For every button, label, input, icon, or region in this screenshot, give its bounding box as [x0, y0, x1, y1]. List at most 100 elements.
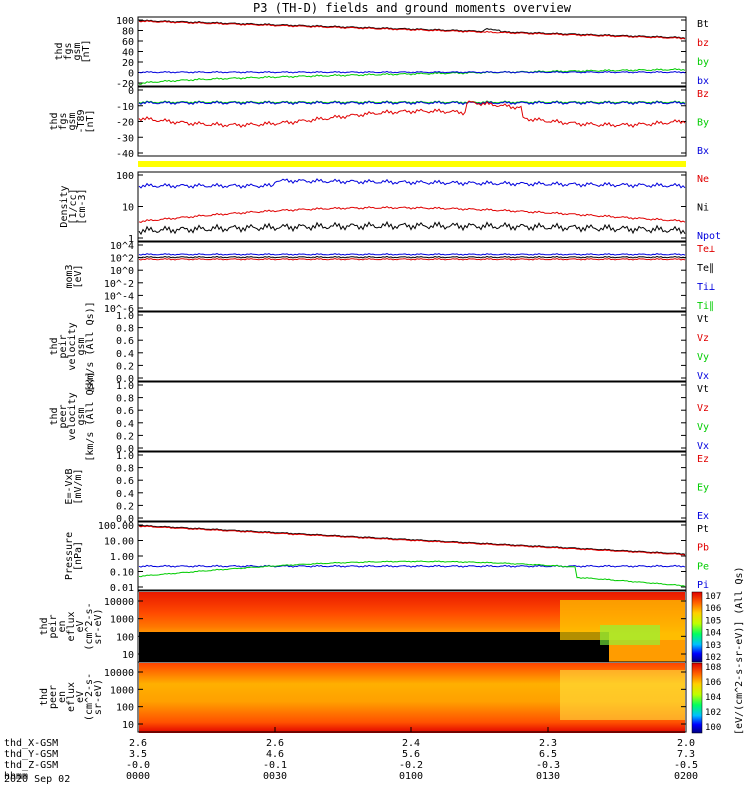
y-axis-label: [eV] [73, 264, 84, 288]
y-axis-label: (cm^2-s- [84, 673, 95, 721]
y-axis-label: [km/s (All Qs)] [85, 371, 96, 461]
legend-By: By [697, 118, 709, 129]
y-axis-label: Density [59, 185, 70, 227]
colorbar-tick-label: 104 [705, 629, 721, 639]
panel-6: 1.0 0.80.6 0.40.2 0.0 thdpeervelocitygsm[km/… [49, 371, 709, 461]
y-tick-label: 100.00 [98, 521, 134, 532]
panel-5: 1.0 0.80.6 0.40.2 0.0 thdpeirvelocitygsm[km/… [49, 301, 709, 391]
colorbar-tick-label: 106 [705, 678, 721, 688]
data-availability-bar [138, 161, 686, 167]
x-tick-label: 0200 [674, 771, 698, 782]
y-axis-label: [km/s (All Qs)] [85, 301, 96, 391]
x-row-label: thd_Z-GSM [4, 760, 58, 771]
y-axis-label: eflux [66, 682, 77, 712]
legend-Ni: Ni [697, 203, 709, 214]
legend-Vx: Vx [697, 371, 709, 382]
legend-Vx: Vx [697, 441, 709, 452]
colorbar-tick-label: 103 [705, 641, 721, 651]
y-axis-label: sr-eV) [93, 608, 104, 644]
y-tick-label: 10^4 [110, 241, 134, 252]
ion-colorbar [691, 591, 703, 663]
x-row-label: thd_X-GSM [4, 738, 58, 749]
y-tick-label: -20 [116, 79, 134, 90]
y-tick-label: -40 [116, 149, 134, 160]
y-axis-label: gsm [76, 337, 87, 355]
y-axis-label: en [57, 691, 68, 703]
panel-frame [137, 381, 687, 452]
date-label: 2020 Sep 02 [4, 774, 70, 785]
y-tick-label: 0.8 [116, 464, 134, 475]
y-axis-label: [nPa] [73, 541, 84, 571]
y-axis-label: eflux [66, 611, 77, 641]
y-tick-label: 0.6 [116, 406, 134, 417]
y-tick-label: 0.0 [116, 374, 134, 385]
legend-Ez: Ez [697, 454, 709, 465]
x-tick-label: 6.5 [539, 749, 557, 760]
y-tick-label: 0.8 [116, 324, 134, 335]
x-tick-label: 0030 [263, 771, 287, 782]
legend-Bx: Bx [697, 146, 709, 157]
x-tick-label: -0.0 [126, 760, 150, 771]
y-tick-label: 1.0 [116, 381, 134, 392]
y-tick-label: 60 [122, 37, 134, 48]
y-axis-label: velocity [67, 392, 78, 440]
legend-Vy: Vy [697, 422, 709, 433]
legend-Ey: Ey [697, 483, 709, 494]
legend-Pe: Pe [697, 561, 709, 572]
y-axis-label: fgs [63, 42, 74, 60]
x-tick-label: 0100 [399, 771, 423, 782]
panel-7: 1.0 0.80.6 0.40.2 0.0 E=-VxB[mV/m] Ez Ey Ex [64, 451, 709, 525]
y-tick-label: 10.00 [104, 537, 134, 548]
x-tick-label: -0.3 [536, 760, 560, 771]
colorbar-tick-label: 104 [705, 693, 721, 703]
y-tick-label: 80 [122, 27, 134, 38]
y-axis-label: velocity [67, 322, 78, 370]
series-trace [138, 524, 686, 555]
series-trace [138, 100, 686, 129]
y-tick-label: 100 [116, 16, 134, 27]
series-trace [138, 220, 686, 236]
y-axis-label: gsm [76, 407, 87, 425]
y-tick-label: 0.6 [116, 476, 134, 487]
y-axis-label: gsm [72, 42, 83, 60]
colorbar-label: [eV/(cm^2-s-sr-eV)] (All Qs) [734, 566, 745, 735]
y-tick-label: -10 [116, 102, 134, 113]
x-tick-label: 0130 [536, 771, 560, 782]
legend-Ex: Ex [697, 511, 709, 522]
y-tick-label: 1.0 [116, 451, 134, 462]
series-trace [138, 70, 686, 74]
y-axis-label: peir [58, 334, 69, 358]
panel-frame [137, 171, 687, 242]
series-trace [138, 560, 686, 587]
y-axis-label: en [57, 620, 68, 632]
colorbar-tick-label: 107 [705, 592, 721, 602]
series-trace [138, 20, 686, 40]
y-tick-label: 10 [122, 720, 134, 731]
plot-title: P3 (TH-D) fields and ground moments over… [253, 1, 572, 15]
legend-by: by [697, 57, 709, 68]
series-trace [138, 100, 686, 105]
panel-frame [137, 16, 687, 87]
electron-colorbar [691, 662, 703, 734]
y-tick-label: 0.2 [116, 431, 134, 442]
y-tick-label: 100 [116, 632, 134, 643]
y-tick-label: 20 [122, 58, 134, 69]
panel-3: 100 10 1 Density[1/cc][cm-3] Ne Ni Npot [59, 171, 721, 245]
series-trace [138, 68, 686, 85]
y-axis-label: thd [54, 42, 65, 60]
y-axis-label: sr-eV) [93, 679, 104, 715]
y-axis-label: (cm^2-s- [84, 602, 95, 650]
y-tick-label: 0.10 [110, 568, 134, 579]
legend-Vz: Vz [697, 333, 709, 344]
x-tick-label: 2.6 [266, 738, 284, 749]
y-tick-label: 1.0 [116, 311, 134, 322]
panel-frame [137, 451, 687, 522]
ion-spectrogram [139, 592, 685, 662]
y-axis-label: gsm [67, 112, 78, 130]
y-tick-label: 0.6 [116, 336, 134, 347]
y-tick-label: 1000 [110, 615, 134, 626]
y-tick-label: 10000 [104, 668, 134, 679]
legend-Vz: Vz [697, 403, 709, 414]
